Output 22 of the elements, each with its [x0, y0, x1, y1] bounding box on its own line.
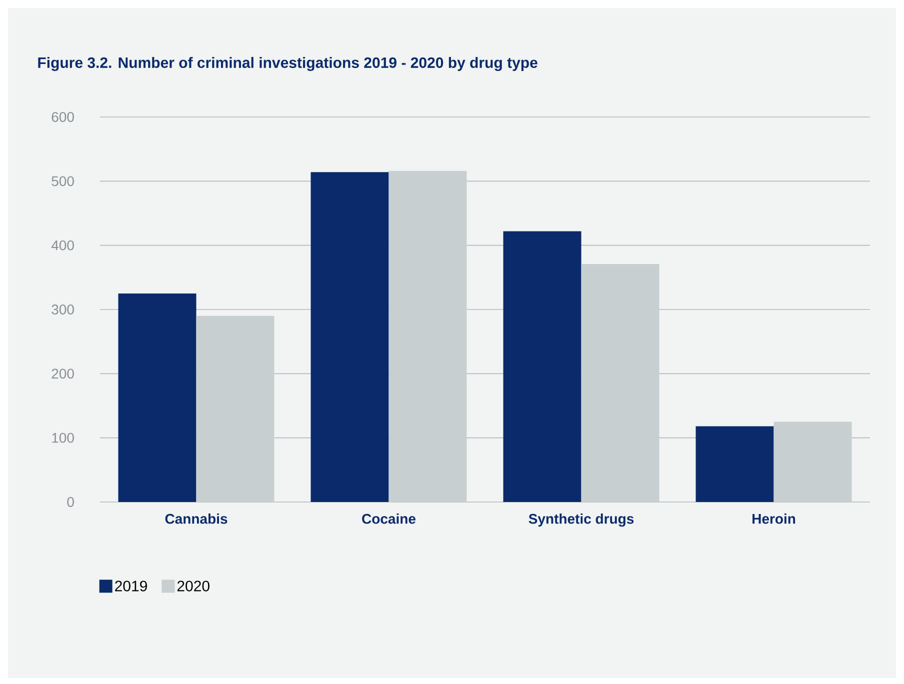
bar — [774, 422, 852, 502]
bar — [118, 293, 196, 502]
bar — [503, 231, 582, 502]
bar — [196, 316, 274, 502]
y-tick-label: 500 — [52, 176, 74, 186]
x-tick-label: Cocaine — [362, 514, 416, 524]
y-tick-label: 0 — [67, 497, 74, 507]
bar — [388, 170, 467, 502]
y-tick-label: 300 — [52, 304, 74, 314]
y-tick-label: 100 — [52, 432, 74, 443]
y-tick-label: 200 — [52, 368, 74, 379]
y-tick-label: 400 — [51, 240, 74, 250]
bar — [310, 172, 389, 502]
legend-label: 2020 — [177, 580, 210, 592]
x-tick-label: Heroin — [752, 514, 796, 524]
legend-label: 2019 — [115, 580, 147, 592]
x-tick-label: Cannabis — [165, 514, 228, 524]
y-tick-label: 600 — [52, 112, 74, 122]
bar — [696, 426, 774, 502]
x-tick-label: Synthetic drugs — [528, 514, 634, 527]
bar — [581, 264, 660, 502]
chart-title: Figure 3.2. Number of criminal investigations 2019 - 2020 by drug type — [38, 56, 538, 72]
